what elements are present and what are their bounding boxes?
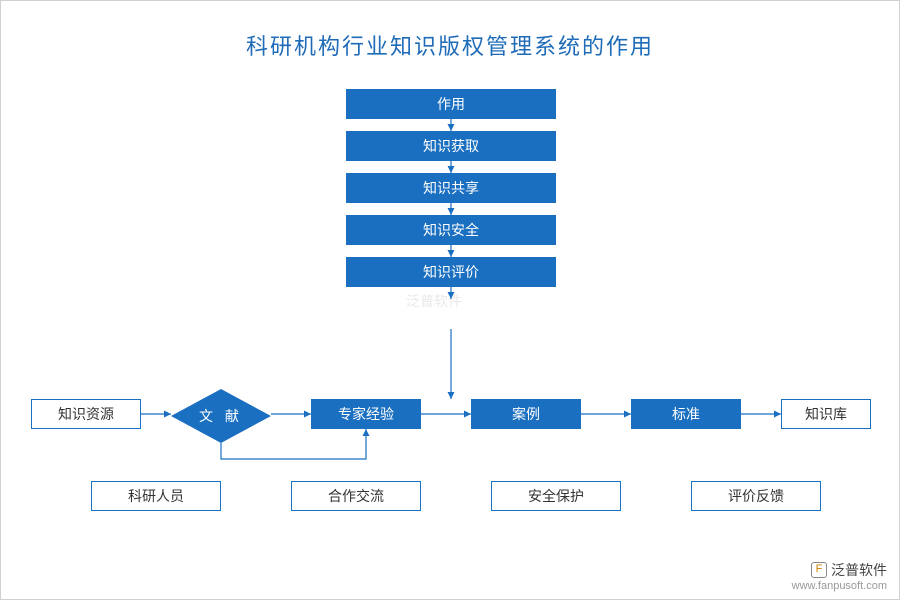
node-row1-3: 标准 xyxy=(631,399,741,429)
watermark: F 泛普软件 www.fanpusoft.com xyxy=(792,561,887,593)
node-row2-0: 科研人员 xyxy=(91,481,221,511)
logo-icon: F xyxy=(811,562,827,578)
brand-text: 泛普软件 xyxy=(831,561,887,579)
diagram-canvas: 作用知识获取知识共享知识安全知识评价 文 献 知识资源 专家经验 案例 标准 知识库 科… xyxy=(1,1,900,601)
node-top-4: 知识评价 xyxy=(346,257,556,287)
node-row1-4: 知识库 xyxy=(781,399,871,429)
node-diamond: 文 献 xyxy=(171,389,271,443)
node-top-2: 知识共享 xyxy=(346,173,556,203)
brand-url: www.fanpusoft.com xyxy=(792,579,887,593)
node-row2-2: 安全保护 xyxy=(491,481,621,511)
node-row2-3: 评价反馈 xyxy=(691,481,821,511)
node-row1-0: 知识资源 xyxy=(31,399,141,429)
node-top-0: 作用 xyxy=(346,89,556,119)
node-top-3: 知识安全 xyxy=(346,215,556,245)
node-row1-2: 案例 xyxy=(471,399,581,429)
diamond-label: 文 献 xyxy=(199,406,243,426)
node-top-1: 知识获取 xyxy=(346,131,556,161)
node-row2-1: 合作交流 xyxy=(291,481,421,511)
node-row1-1: 专家经验 xyxy=(311,399,421,429)
